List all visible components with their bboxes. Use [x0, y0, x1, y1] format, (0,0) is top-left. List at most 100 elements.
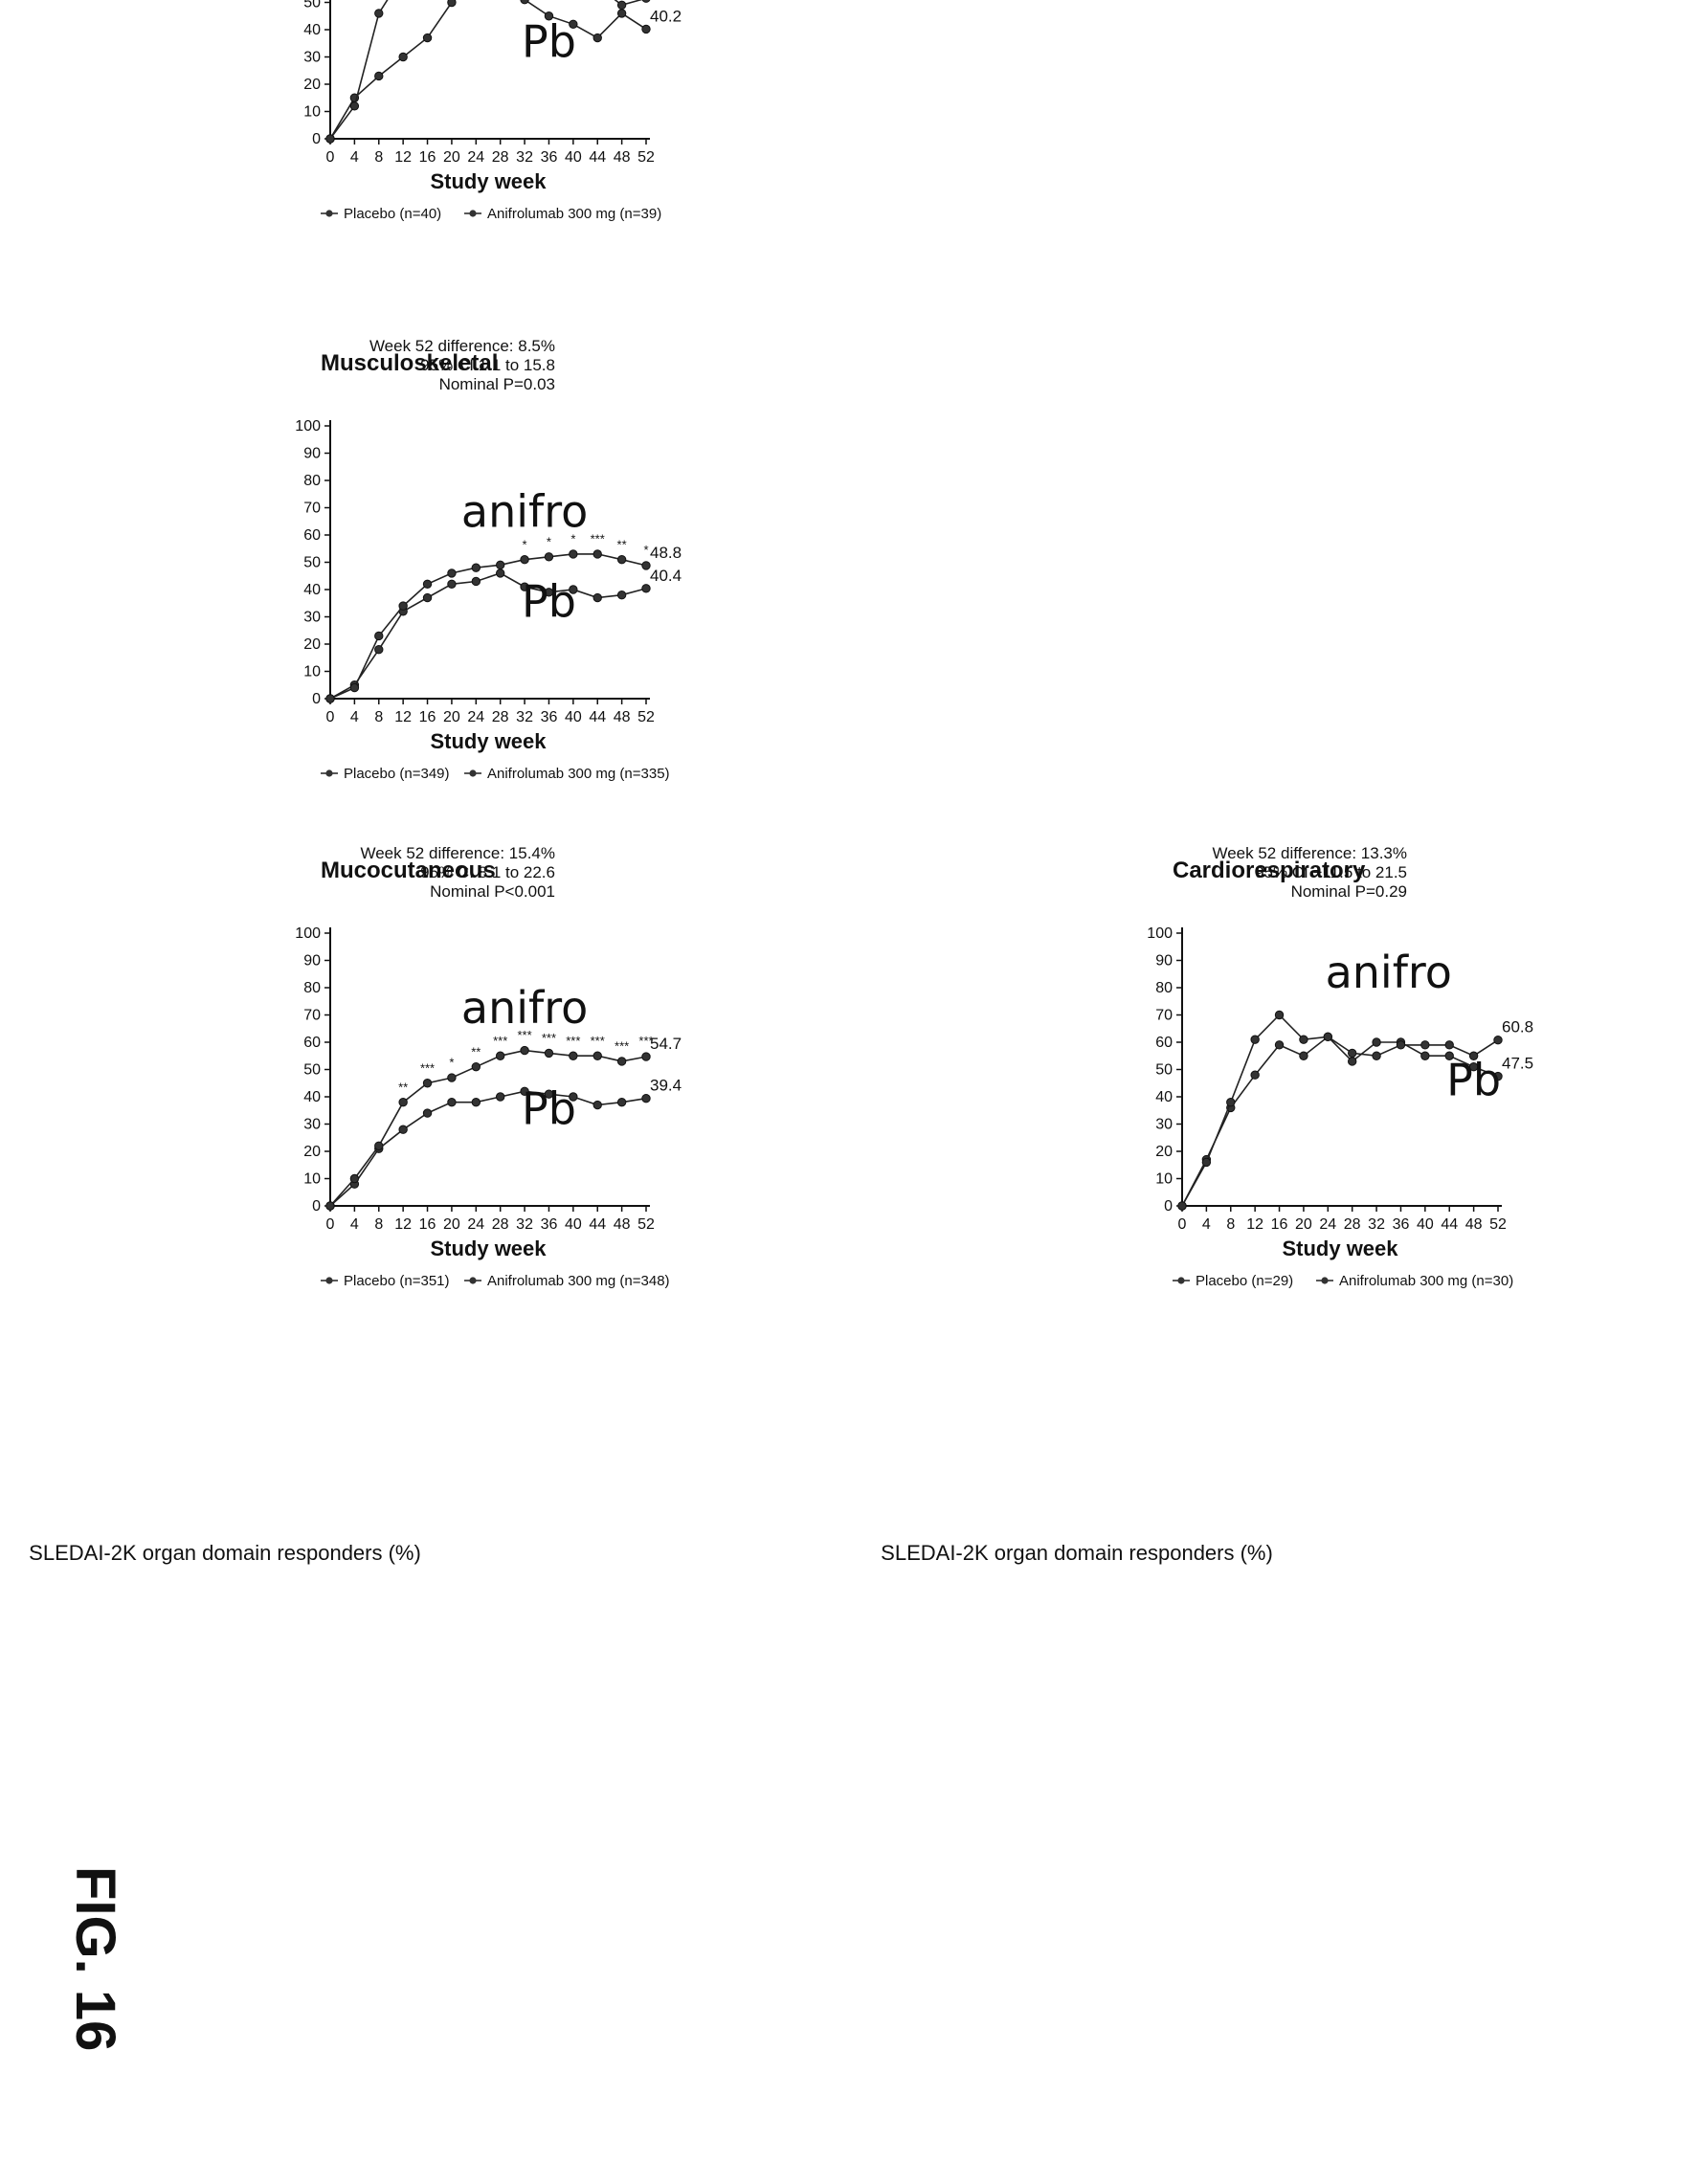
handwritten-pb-label: Pb: [1446, 1055, 1501, 1106]
x-tick-label: 0: [326, 149, 335, 166]
chart-title: Cardiorespiratory: [1173, 858, 1366, 883]
data-point: [325, 1201, 335, 1211]
data-point: [1299, 1035, 1308, 1044]
data-point: [520, 0, 529, 5]
data-point: [641, 0, 651, 3]
data-point: [1420, 1051, 1430, 1060]
y-tick-label: 90: [1155, 953, 1173, 969]
x-tick-label: 12: [394, 149, 412, 166]
data-point: [495, 1051, 505, 1060]
x-tick-label: 16: [419, 709, 436, 725]
y-tick-label: 60: [303, 527, 321, 544]
y-tick-label: 20: [303, 1144, 321, 1160]
y-axis-label-top: SLEDAI-2K organ domain responders (%): [29, 1541, 421, 1565]
data-point: [641, 584, 651, 593]
significance-marker: *: [547, 534, 551, 548]
data-point: [1274, 1040, 1285, 1050]
legend-marker: [325, 769, 333, 777]
stat-line: 95% CI 1.1 to 15.8: [420, 356, 555, 374]
data-point: [1347, 1048, 1357, 1059]
x-axis-label: Study week: [1282, 1237, 1398, 1260]
end-value-label: 47.5: [1502, 1055, 1533, 1073]
y-tick-label: 0: [1164, 1198, 1173, 1215]
x-tick-label: 28: [492, 1216, 509, 1233]
y-tick-label: 20: [1155, 1144, 1173, 1160]
data-point: [398, 52, 408, 62]
data-point: [1468, 1061, 1479, 1072]
y-tick-label: 40: [303, 1089, 321, 1105]
handwritten-pb-label: Pb: [522, 1083, 576, 1135]
legend-entry: Placebo (n=40): [344, 206, 441, 222]
data-point: [374, 1141, 384, 1150]
x-tick-label: 0: [1178, 1216, 1187, 1233]
data-point: [471, 1061, 481, 1072]
y-tick-label: 90: [303, 446, 321, 462]
data-point: [616, 9, 627, 18]
x-tick-label: 16: [419, 149, 436, 166]
data-point: [325, 694, 335, 703]
y-tick-label: 40: [1155, 1089, 1173, 1105]
significance-marker: *: [643, 543, 648, 557]
legend-entry: Placebo (n=29): [1196, 1273, 1293, 1289]
x-tick-label: 36: [541, 1216, 558, 1233]
x-tick-label: 4: [350, 149, 359, 166]
data-point: [616, 591, 627, 600]
x-tick-label: 20: [443, 149, 460, 166]
data-point: [471, 1098, 481, 1107]
y-tick-label: 70: [1155, 1008, 1173, 1024]
x-tick-label: 40: [565, 149, 582, 166]
y-tick-label: 10: [303, 104, 321, 121]
legend-entry: Placebo (n=351): [344, 1273, 450, 1289]
data-point: [544, 1048, 554, 1059]
legend-entry: Anifrolumab 300 mg (n=39): [487, 206, 661, 222]
y-tick-label: 10: [303, 664, 321, 680]
end-value-label: 39.4: [650, 1077, 682, 1095]
x-tick-label: 16: [1271, 1216, 1288, 1233]
x-tick-label: 0: [326, 1216, 335, 1233]
series-line: [329, 0, 647, 140]
end-value-label: 54.7: [650, 1035, 682, 1053]
data-point: [569, 1051, 578, 1060]
data-point: [422, 1108, 433, 1118]
data-point: [1274, 1010, 1285, 1020]
data-point: [349, 101, 360, 111]
x-axis-label: Study week: [430, 169, 547, 193]
y-tick-label: 40: [303, 22, 321, 38]
stat-line: 95% CI 8.1 to 22.6: [420, 863, 555, 881]
data-point: [447, 579, 457, 590]
data-point: [1177, 1201, 1187, 1211]
y-tick-label: 40: [303, 582, 321, 598]
y-tick-label: 30: [303, 610, 321, 626]
data-point: [641, 561, 651, 570]
data-point: [592, 549, 602, 559]
significance-marker: *: [523, 537, 527, 551]
data-point: [374, 631, 384, 641]
x-tick-label: 8: [1226, 1216, 1235, 1233]
end-value-label: 40.2: [650, 7, 682, 25]
x-tick-label: 8: [374, 149, 383, 166]
y-tick-label: 20: [303, 77, 321, 93]
y-tick-label: 0: [312, 131, 321, 147]
x-tick-label: 40: [565, 709, 582, 725]
legend-marker: [325, 1277, 333, 1284]
legend-marker: [1321, 1277, 1329, 1284]
series-line: [329, 0, 643, 140]
y-tick-label: 0: [312, 691, 321, 707]
data-point: [544, 11, 554, 21]
data-point: [616, 554, 627, 565]
handwritten-pb-label: Pb: [522, 16, 576, 68]
handwritten-anifro-label: anifro: [461, 982, 588, 1034]
x-tick-label: 48: [614, 709, 631, 725]
x-tick-label: 8: [374, 1216, 383, 1233]
stat-line: Week 52 difference: 15.4%: [360, 844, 555, 862]
y-tick-label: 70: [303, 501, 321, 517]
stat-line: Week 52 difference: 13.3%: [1212, 844, 1407, 862]
x-tick-label: 0: [326, 709, 335, 725]
figure-label: FIG. 16: [64, 1866, 126, 2051]
significance-marker: ***: [591, 1034, 605, 1048]
data-point: [374, 9, 384, 18]
legend: Placebo (n=29) Anifrolumab 300 mg (n=30): [1173, 1273, 1513, 1289]
x-tick-label: 32: [516, 1216, 533, 1233]
